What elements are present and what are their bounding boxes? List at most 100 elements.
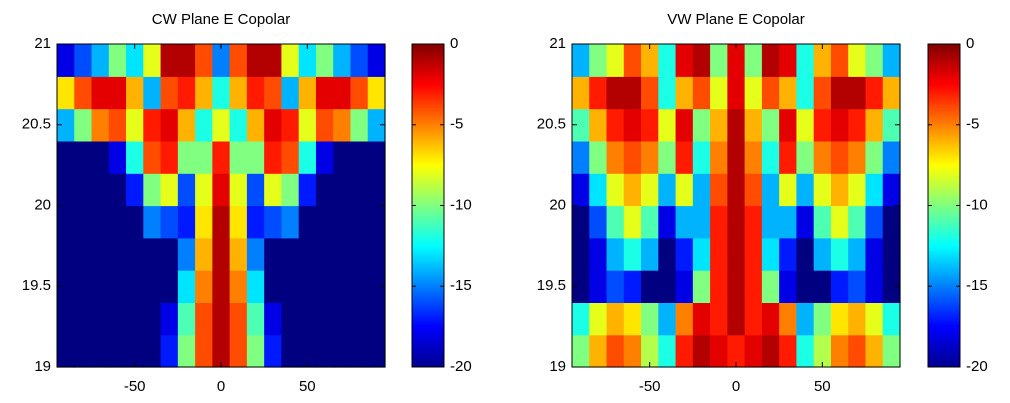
heatmap-cell — [761, 76, 780, 110]
heatmap-cell — [143, 334, 162, 368]
heatmap-cell — [727, 237, 746, 271]
y-tick-label: 20 — [549, 196, 566, 213]
heatmap-cell — [281, 76, 300, 110]
heatmap-cell — [589, 108, 608, 142]
heatmap-cell — [830, 334, 849, 368]
heatmap-cell — [74, 44, 93, 77]
heatmap-cell — [658, 334, 677, 368]
heatmap-cell — [108, 205, 127, 239]
heatmap-cell — [333, 334, 352, 368]
heatmap-cell — [195, 173, 213, 207]
heatmap-cell — [589, 173, 608, 207]
heatmap-cell — [212, 173, 231, 207]
heatmap-cell — [692, 44, 711, 77]
heatmap-cell — [195, 237, 213, 271]
y-tick-label: 20.5 — [537, 116, 566, 133]
heatmap-cell — [813, 173, 832, 207]
heatmap-cell — [710, 270, 728, 303]
heatmap-cell — [658, 108, 677, 142]
heatmap-cell — [606, 237, 625, 271]
heatmap-cell — [160, 205, 179, 239]
heatmap-cell — [57, 173, 75, 207]
heatmap-cell — [177, 205, 196, 239]
heatmap-cell — [333, 270, 352, 303]
heatmap-cell — [589, 205, 608, 239]
heatmap-cell — [108, 44, 127, 77]
heatmap-cell — [761, 205, 780, 239]
heatmap-cell — [848, 140, 867, 174]
heatmap-cell — [865, 140, 884, 174]
heatmap-cell — [281, 44, 300, 77]
heatmap-cell — [589, 44, 608, 77]
heatmap-cell — [229, 270, 248, 303]
heatmap-cell — [589, 76, 608, 110]
heatmap-cell — [126, 76, 144, 110]
heatmap-cell — [744, 108, 763, 142]
heatmap-cell — [572, 76, 590, 110]
heatmap-cell — [264, 173, 283, 207]
heatmap-cell — [744, 270, 763, 303]
heatmap-cell — [572, 205, 590, 239]
heatmap-cell — [298, 270, 317, 303]
heatmap-cell — [350, 108, 369, 142]
heatmap-cell — [848, 237, 867, 271]
heatmap-cell — [350, 270, 369, 303]
heatmap-cell — [177, 302, 196, 336]
heatmap-cell — [796, 44, 815, 77]
heatmap-cell — [229, 44, 248, 77]
heatmap-cell — [641, 334, 659, 368]
heatmap-cell — [108, 76, 127, 110]
heatmap-cell — [658, 237, 677, 271]
heatmap-cell — [367, 44, 386, 77]
heatmap-cell — [813, 140, 832, 174]
heatmap-cell — [333, 44, 352, 77]
heatmap-cell — [57, 140, 75, 174]
heatmap-cell — [796, 205, 815, 239]
heatmap-cell — [761, 237, 780, 271]
heatmap-cell — [710, 237, 728, 271]
heatmap-cell — [675, 334, 694, 368]
heatmap-cell — [744, 173, 763, 207]
heatmap-cell — [830, 44, 849, 77]
heatmap-cell — [333, 205, 352, 239]
heatmap-cell — [281, 270, 300, 303]
heatmap-cell — [74, 108, 93, 142]
heatmap-cell — [623, 270, 642, 303]
heatmap-cell — [315, 334, 334, 368]
heatmap-cell — [882, 334, 901, 368]
heatmap-cell — [830, 140, 849, 174]
heatmap-cell — [641, 140, 659, 174]
heatmap-cell — [572, 334, 590, 368]
heatmap-cell — [865, 173, 884, 207]
heatmap-cell — [74, 173, 93, 207]
heatmap-cell — [350, 237, 369, 271]
heatmap-cell — [589, 334, 608, 368]
heatmap-cell — [108, 302, 127, 336]
heatmap-cell — [606, 76, 625, 110]
heatmap-cell — [350, 205, 369, 239]
heatmap-cell — [882, 237, 901, 271]
heatmap-cell — [229, 140, 248, 174]
heatmap-cell — [160, 173, 179, 207]
heatmap-cell — [623, 76, 642, 110]
heatmap-cell — [298, 44, 317, 77]
heatmap-cell — [572, 108, 590, 142]
heatmap-cell — [796, 108, 815, 142]
heatmap-cell — [91, 205, 110, 239]
heatmap-cell — [641, 44, 659, 77]
heatmap-cell — [160, 140, 179, 174]
heatmap-cell — [298, 334, 317, 368]
heatmap-cell — [91, 302, 110, 336]
heatmap-cell — [367, 237, 386, 271]
heatmap-cell — [212, 205, 231, 239]
heatmap-cell — [589, 140, 608, 174]
heatmap-cell — [333, 302, 352, 336]
heatmap-cell — [641, 270, 659, 303]
colorbar-tick-label: 0 — [966, 35, 974, 52]
heatmap-cell — [675, 237, 694, 271]
heatmap-cell — [333, 108, 352, 142]
heatmap-cell — [264, 76, 283, 110]
heatmap-cell — [727, 108, 746, 142]
heatmap-cell — [589, 270, 608, 303]
heatmap-cell — [658, 76, 677, 110]
